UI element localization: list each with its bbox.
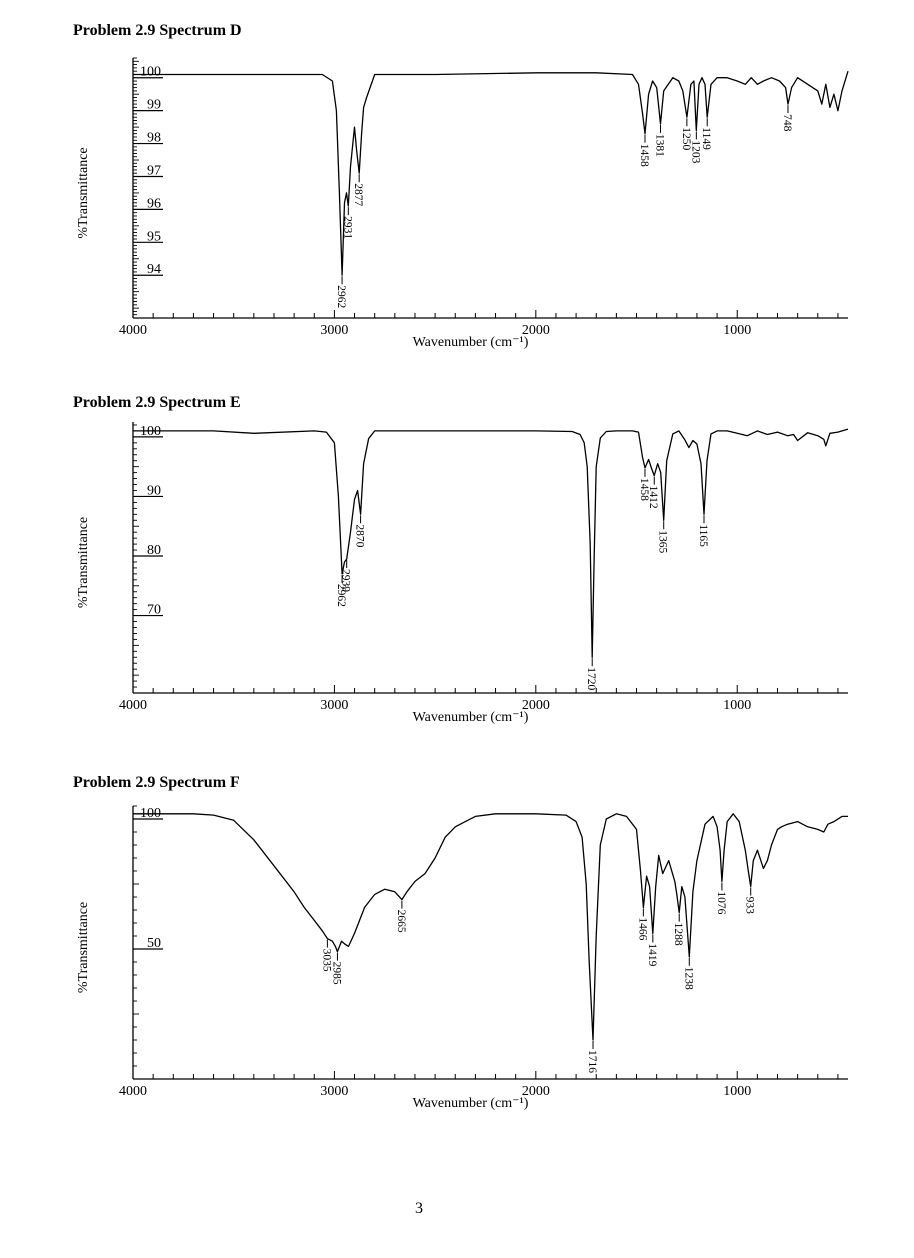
y-axis-label: %Transmittance [76,517,91,608]
peak-label: 1466 [636,917,648,940]
x-tick-label: 4000 [119,1084,147,1099]
peak-label: 1288 [672,923,684,946]
peak-label: 2931 [341,216,353,239]
peak-label: 2962 [335,285,347,308]
x-tick-label: 1000 [723,323,751,338]
x-tick-label: 2000 [522,1084,550,1099]
chart-title: Problem 2.9 Spectrum D [73,22,242,39]
peak-label: 1419 [646,943,658,966]
spectrum-line [133,71,849,276]
spectrum-f-chart: Problem 2.9 Spectrum F 4000 3000 2000 1000 1… [70,774,860,1124]
x-tick-label: 4000 [119,323,147,338]
y-axis-label: %Transmittance [76,902,91,993]
peak-label: 1458 [638,144,650,167]
chart-title: Problem 2.9 Spectrum F [73,774,240,791]
y-tick-label: 50 [147,936,161,951]
x-tick-label: 1000 [723,698,751,713]
peak-label: 1412 [647,486,659,509]
chart-title: Problem 2.9 Spectrum E [73,394,241,411]
page-number: 3 [415,1200,423,1217]
spectrum-d-plot: 4000 3000 2000 1000 100 99 98 97 96 95 94 Wavenumbe… [76,57,849,350]
y-tick-label: 90 [147,483,161,498]
peak-label: 1458 [638,478,650,501]
y-tick-label: 97 [147,163,161,178]
peak-label: 2985 [330,962,342,985]
spectrum-e-chart: Problem 2.9 Spectrum E 4000 3000 2000 1000 1… [70,394,860,739]
peak-label: 1149 [700,127,712,150]
peak-label: 2877 [352,183,364,206]
peak-label: 1076 [715,891,727,914]
x-tick-label: 4000 [119,698,147,713]
y-tick-label: 96 [147,196,161,211]
peak-label: 1203 [689,140,701,163]
spectrum-d-chart: Problem 2.9 Spectrum D 4000 3000 2000 1000 1… [70,22,860,367]
peak-label: 2939 [340,569,352,592]
x-axis-label: Wavenumber (cm⁻¹) [413,1096,529,1111]
spectrum-line [133,428,849,658]
peak-label: 2870 [354,524,366,547]
y-tick-label: 98 [147,131,161,146]
peak-label: 2665 [395,910,407,933]
y-tick-label: 70 [147,603,161,618]
peak-label: 3035 [320,949,332,972]
y-axis-label: %Transmittance [76,147,91,238]
y-tick-label: 99 [147,98,161,113]
peak-label: 2962 [335,584,347,607]
spectrum-line [133,813,848,1041]
x-tick-label: 2000 [522,698,550,713]
peak-label: 1238 [682,967,694,990]
y-tick-label: 100 [140,65,161,80]
peak-label: 1365 [657,530,669,553]
peak-label: 1720 [585,667,597,690]
peak-label: 1165 [697,524,709,547]
x-tick-label: 3000 [320,698,348,713]
x-tick-label: 1000 [723,1084,751,1099]
y-tick-label: 80 [147,543,161,558]
y-tick-label: 95 [147,229,161,244]
x-tick-label: 3000 [320,1084,348,1099]
peak-label: 1250 [680,127,692,150]
x-tick-label: 3000 [320,323,348,338]
peak-label: 933 [744,897,756,915]
peak-label: 1716 [586,1050,598,1073]
x-tick-label: 2000 [522,323,550,338]
x-axis-label: Wavenumber (cm⁻¹) [413,335,529,350]
y-tick-label: 94 [147,262,161,277]
x-axis-label: Wavenumber (cm⁻¹) [413,710,529,725]
peak-label: 748 [781,114,793,132]
peak-label: 1381 [653,134,665,157]
